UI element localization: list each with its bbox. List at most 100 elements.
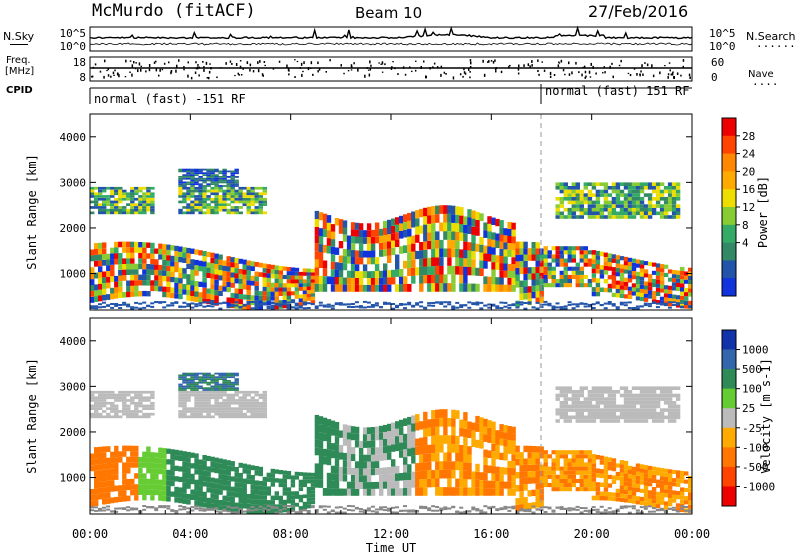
data-cell xyxy=(190,380,195,382)
data-cell xyxy=(158,490,163,496)
data-speckle xyxy=(495,305,500,308)
data-cell xyxy=(254,195,259,198)
data-cell xyxy=(587,411,593,416)
nave-mark xyxy=(369,67,372,71)
data-cell xyxy=(362,454,368,462)
data-speckle xyxy=(627,307,632,309)
data-cell xyxy=(667,404,673,409)
data-speckle xyxy=(94,506,99,509)
data-cell xyxy=(571,458,577,463)
data-cell xyxy=(455,453,460,462)
data-cell xyxy=(411,455,416,464)
nave-mark xyxy=(588,70,591,74)
data-cell xyxy=(559,274,565,279)
data-cell xyxy=(330,246,336,255)
data-cell xyxy=(254,262,259,267)
data-cell xyxy=(150,186,155,190)
data-cell xyxy=(651,408,657,412)
data-cell xyxy=(270,264,276,270)
data-cell xyxy=(202,189,207,193)
data-cell xyxy=(218,390,223,394)
data-cell xyxy=(631,189,637,194)
data-cell xyxy=(114,457,119,463)
data-cell xyxy=(134,186,139,190)
data-speckle xyxy=(258,303,263,306)
data-cell xyxy=(579,401,585,405)
nave-mark xyxy=(423,60,425,63)
data-cell xyxy=(190,192,195,196)
data-cell xyxy=(535,285,540,292)
data-speckle xyxy=(342,303,347,306)
data-cell xyxy=(330,443,336,451)
data-cell xyxy=(282,474,288,479)
data-cell xyxy=(459,453,464,462)
data-cell xyxy=(178,208,183,212)
data-cell xyxy=(539,248,544,255)
data-cell xyxy=(575,193,581,197)
data-cell xyxy=(190,186,195,190)
data-cell xyxy=(563,283,569,288)
data-cell xyxy=(202,396,207,400)
data-cell xyxy=(182,404,187,408)
data-cell xyxy=(198,496,203,502)
data-cell xyxy=(427,266,432,275)
data-speckle xyxy=(318,301,323,304)
data-cell xyxy=(306,293,312,298)
data-cell xyxy=(591,477,597,482)
data-cell xyxy=(615,493,621,498)
data-cell xyxy=(186,494,191,500)
data-cell xyxy=(214,499,219,505)
data-cell xyxy=(190,463,195,469)
data-cell xyxy=(234,183,239,186)
data-speckle xyxy=(443,508,448,511)
data-cell xyxy=(583,408,589,412)
data-cell xyxy=(619,268,625,273)
data-cell xyxy=(387,248,392,256)
data-cell xyxy=(146,390,151,394)
data-cell xyxy=(118,241,123,248)
data-cell xyxy=(603,415,609,420)
data-cell xyxy=(439,283,444,292)
data-cell xyxy=(202,376,207,379)
data-cell xyxy=(515,267,520,275)
data-cell xyxy=(246,197,251,201)
data-cell xyxy=(146,280,151,286)
data-cell xyxy=(162,464,167,470)
data-cell xyxy=(587,204,593,208)
data-cell xyxy=(242,200,247,204)
data-cell xyxy=(158,249,163,255)
data-cell xyxy=(302,286,308,291)
data-speckle xyxy=(631,507,636,510)
data-cell xyxy=(519,471,524,479)
data-cell xyxy=(559,186,565,190)
data-cell xyxy=(246,294,251,300)
data-cell xyxy=(599,211,605,216)
nave-mark xyxy=(343,72,345,75)
data-cell xyxy=(659,268,665,273)
data-cell xyxy=(479,425,484,433)
data-cell xyxy=(226,179,231,182)
data-cell xyxy=(439,435,444,444)
data-cell xyxy=(90,200,95,204)
nave-mark xyxy=(468,68,470,71)
data-cell xyxy=(579,279,585,284)
data-cell xyxy=(166,485,171,491)
data-cell xyxy=(138,208,143,212)
data-cell xyxy=(407,260,412,269)
data-cell xyxy=(667,302,673,307)
data-cell xyxy=(250,399,255,402)
data-cell xyxy=(407,228,412,237)
data-cell xyxy=(246,270,251,276)
data-cell xyxy=(591,495,597,501)
data-cell xyxy=(178,378,183,380)
data-cell xyxy=(647,470,653,475)
nave-mark xyxy=(318,68,321,71)
data-cell xyxy=(266,477,272,482)
data-cell xyxy=(314,447,320,456)
data-cell xyxy=(214,378,219,380)
data-cell xyxy=(202,261,207,267)
data-cell xyxy=(619,493,625,498)
data-cell xyxy=(555,419,560,423)
data-cell xyxy=(555,450,560,455)
colorbar-tick-label: -100 xyxy=(742,441,769,454)
